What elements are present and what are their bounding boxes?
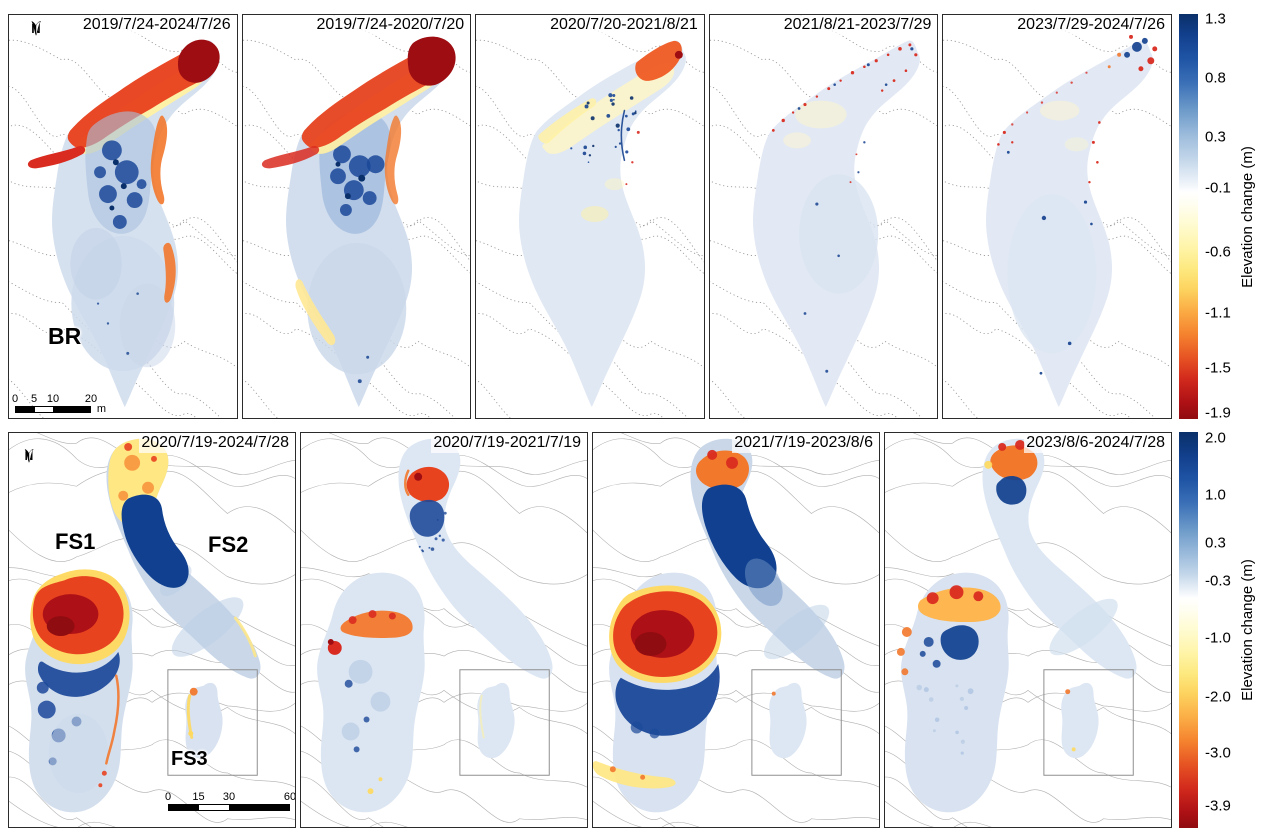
colorbar-tick: 1.3 xyxy=(1205,10,1226,28)
colorbar-axis-label: Elevation change (m) xyxy=(1239,559,1256,701)
colorbar-tick: -0.3 xyxy=(1205,572,1231,589)
colorbar-tick: 0.3 xyxy=(1205,534,1226,552)
colorbar-tick: -1.9 xyxy=(1205,404,1231,422)
region-label-fs1: FS1 xyxy=(55,529,96,554)
north-arrow: N xyxy=(19,449,39,463)
fs-panel-4: 2023/8/6-2024/7/28 xyxy=(884,432,1172,828)
colorbar-tick: -2.0 xyxy=(1205,688,1231,706)
fs-panel-3: 2021/7/19-2023/8/6 xyxy=(592,432,880,828)
colorbar-tick: 0.3 xyxy=(1205,128,1226,146)
colorbar-axis-label: Elevation change (m) xyxy=(1239,145,1256,288)
br-map-2 xyxy=(242,15,471,418)
fs-row: 2020/7/19-2024/7/28NFS1FS2FS30153060m202… xyxy=(8,432,1172,828)
fs-map-1 xyxy=(9,433,295,827)
scale-bar-tick: 0 xyxy=(11,393,19,405)
scale-bar-unit: m xyxy=(96,403,106,415)
fs-map-3 xyxy=(593,433,879,827)
panel-title: 2019/7/24-2020/7/20 xyxy=(314,15,467,35)
colorbar-gradient-strip xyxy=(1179,432,1198,828)
elevation-colorbar-top: 1.3 0.8 0.3 -0.1 -0.6 -1.1 -1.5 -1.9 Elevation c… xyxy=(1179,10,1269,422)
scale-bar-tick: 60 xyxy=(283,791,296,803)
fs-map-2 xyxy=(301,433,587,827)
panel-title: 2020/7/20-2021/8/21 xyxy=(548,15,700,35)
colorbar-tick: -1.5 xyxy=(1205,359,1231,377)
region-label-br: BR xyxy=(48,323,82,349)
north-arrow: N xyxy=(22,21,50,36)
fs-map-4 xyxy=(885,433,1171,827)
colorbar-tick: -0.1 xyxy=(1205,179,1231,197)
panel-title: 2020/7/19-2021/7/19 xyxy=(431,433,583,453)
br-panel-4: 2021/8/21-2023/7/29 xyxy=(708,14,939,419)
br-map-4 xyxy=(709,15,938,418)
north-arrow-icon xyxy=(31,21,41,36)
br-panel-2: 2019/7/24-2020/7/20 xyxy=(241,14,472,419)
fs-panel-2: 2020/7/19-2021/7/19 xyxy=(300,432,588,828)
region-label-fs3: FS3 xyxy=(171,748,208,770)
north-arrow-icon xyxy=(24,449,34,463)
colorbar-gradient-strip xyxy=(1179,14,1198,419)
br-panel-3: 2020/7/20-2021/8/21 xyxy=(475,14,705,419)
scale-bar-tick: 15 xyxy=(192,791,205,803)
fs-panel-1: 2020/7/19-2024/7/28NFS1FS2FS30153060m xyxy=(8,432,296,828)
scale-bar-tick: 30 xyxy=(222,791,236,803)
region-label-fs2: FS2 xyxy=(208,532,249,557)
colorbar-tick: -3.9 xyxy=(1205,797,1231,815)
colorbar-tick: -3.0 xyxy=(1205,744,1231,762)
colorbar-tick: -0.6 xyxy=(1205,243,1231,261)
colorbar-tick: 1.0 xyxy=(1205,486,1226,504)
panel-title: 2021/8/21-2023/7/29 xyxy=(781,15,934,35)
scale-bar-segments xyxy=(15,406,91,413)
br-row: 2019/7/24-2024/7/26NBR051020m2019/7/24-2… xyxy=(8,14,1172,419)
scale-bar-tick: 0 xyxy=(164,791,172,803)
scale-bar-segments xyxy=(168,804,290,811)
elevation-colorbar-bottom: 2.0 1.0 0.3 -0.3 -1.0 -2.0 -3.0 -3.9 Elevation c… xyxy=(1179,429,1269,828)
br-map-3 xyxy=(476,15,704,418)
panel-title: 2021/7/19-2023/8/6 xyxy=(732,433,875,453)
colorbar-tick: 0.8 xyxy=(1205,69,1226,87)
colorbar-tick: 2.0 xyxy=(1205,429,1226,447)
colorbar-tick: -1.1 xyxy=(1205,304,1231,322)
br-map-5 xyxy=(943,15,1171,418)
br-map-1 xyxy=(9,15,237,418)
colorbar-tick: -1.0 xyxy=(1205,629,1231,647)
panel-title: 2023/8/6-2024/7/28 xyxy=(1024,433,1167,453)
scale-bar: 0 5 10 20 m xyxy=(11,393,106,415)
panel-title: 2019/7/24-2024/7/26 xyxy=(80,15,233,35)
scale-bar: 0153060m xyxy=(164,791,295,811)
panel-title: 2020/7/19-2024/7/28 xyxy=(139,433,291,453)
br-panel-1: 2019/7/24-2024/7/26 N BR 05 10 20m xyxy=(8,14,238,419)
scale-bar-tick: 10 xyxy=(46,393,60,405)
scale-bar-tick: 5 xyxy=(30,393,38,405)
br-panel-5: 2023/7/29-2024/7/26 xyxy=(942,14,1172,419)
scale-bar-tick: 20 xyxy=(84,393,98,405)
panel-title: 2023/7/29-2024/7/26 xyxy=(1015,15,1167,35)
